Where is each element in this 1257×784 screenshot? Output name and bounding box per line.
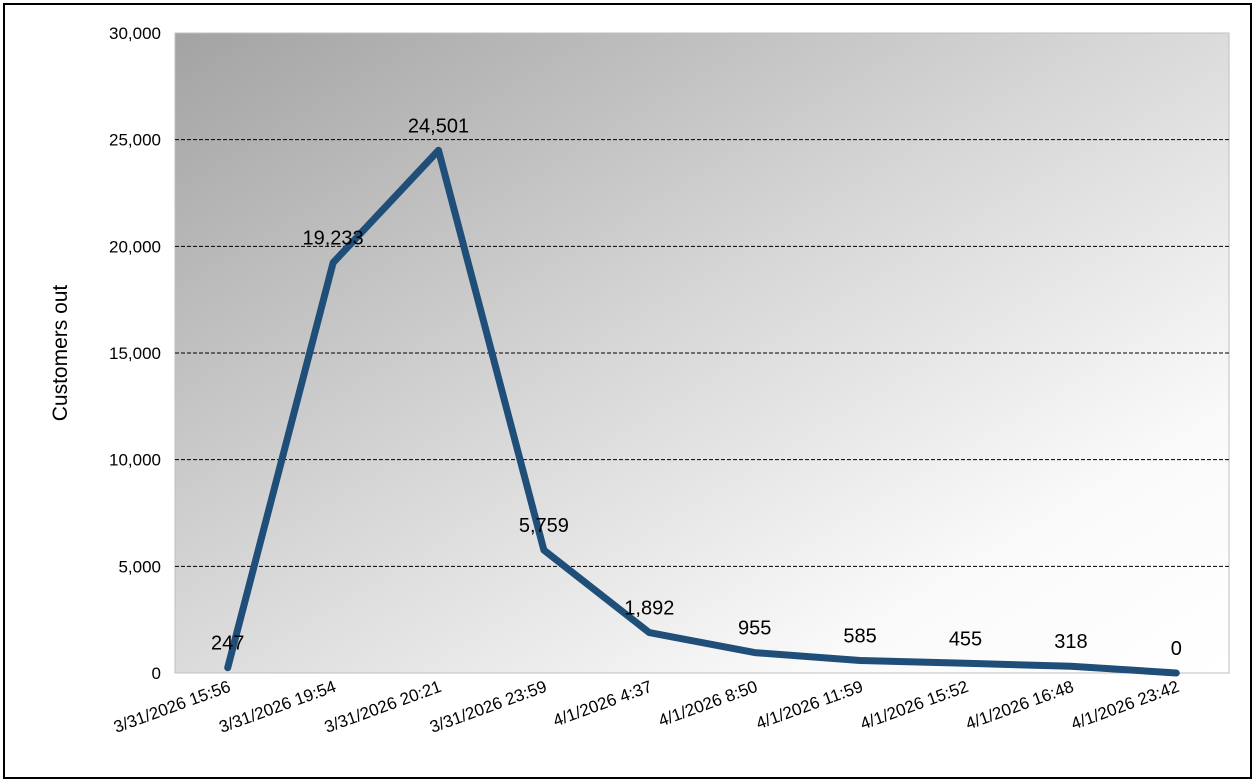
x-tick-label: 4/1/2026 11:59 bbox=[754, 677, 866, 733]
series-layer bbox=[224, 146, 1180, 677]
x-tick-label: 4/1/2026 16:48 bbox=[963, 677, 1076, 734]
data-label: 247 bbox=[211, 633, 244, 655]
data-label: 5,759 bbox=[519, 515, 569, 537]
x-tick-label: 3/31/2026 20:21 bbox=[322, 677, 444, 737]
chart-frame: 0 5,000 10,000 15,000 20,000 25,000 30,000 3/3… bbox=[3, 3, 1252, 779]
data-label: 455 bbox=[949, 628, 982, 650]
x-axis: 3/31/2026 15:563/31/2026 19:543/31/2026 … bbox=[111, 677, 1182, 737]
x-tick-label: 3/31/2026 23:59 bbox=[427, 677, 549, 737]
x-tick-label: 4/1/2026 23:42 bbox=[1069, 677, 1182, 734]
series-line bbox=[224, 146, 1180, 677]
x-tick-label: 3/31/2026 19:54 bbox=[216, 677, 338, 737]
data-labels: 247 19,233 24,501 5,759 1,892 955 585 455 318 0 bbox=[211, 115, 1182, 660]
y-tick-label: 10,000 bbox=[109, 451, 161, 470]
y-tick-label: 15,000 bbox=[109, 344, 161, 363]
y-tick-label: 5,000 bbox=[118, 557, 161, 576]
x-tick-label: 4/1/2026 8:50 bbox=[656, 677, 760, 730]
y-axis-title: Customers out bbox=[49, 285, 72, 422]
y-tick-label: 0 bbox=[152, 664, 161, 683]
y-tick-label: 20,000 bbox=[109, 237, 161, 256]
data-label: 318 bbox=[1054, 631, 1087, 653]
data-label: 955 bbox=[738, 618, 771, 640]
data-label: 585 bbox=[843, 626, 876, 648]
data-label: 1,892 bbox=[624, 598, 674, 620]
data-label: 19,233 bbox=[303, 228, 364, 250]
x-tick-label: 4/1/2026 4:37 bbox=[550, 677, 654, 730]
x-tick-label: 3/31/2026 15:56 bbox=[111, 677, 233, 737]
y-tick-label: 30,000 bbox=[109, 24, 161, 43]
data-label: 24,501 bbox=[408, 115, 469, 137]
x-tick-label: 4/1/2026 15:52 bbox=[858, 677, 971, 734]
y-tick-label: 25,000 bbox=[109, 131, 161, 150]
line-chart: 0 5,000 10,000 15,000 20,000 25,000 30,000 3/3… bbox=[49, 24, 1230, 737]
data-label: 0 bbox=[1171, 638, 1182, 660]
y-axis: 0 5,000 10,000 15,000 20,000 25,000 30,000 bbox=[109, 24, 161, 683]
